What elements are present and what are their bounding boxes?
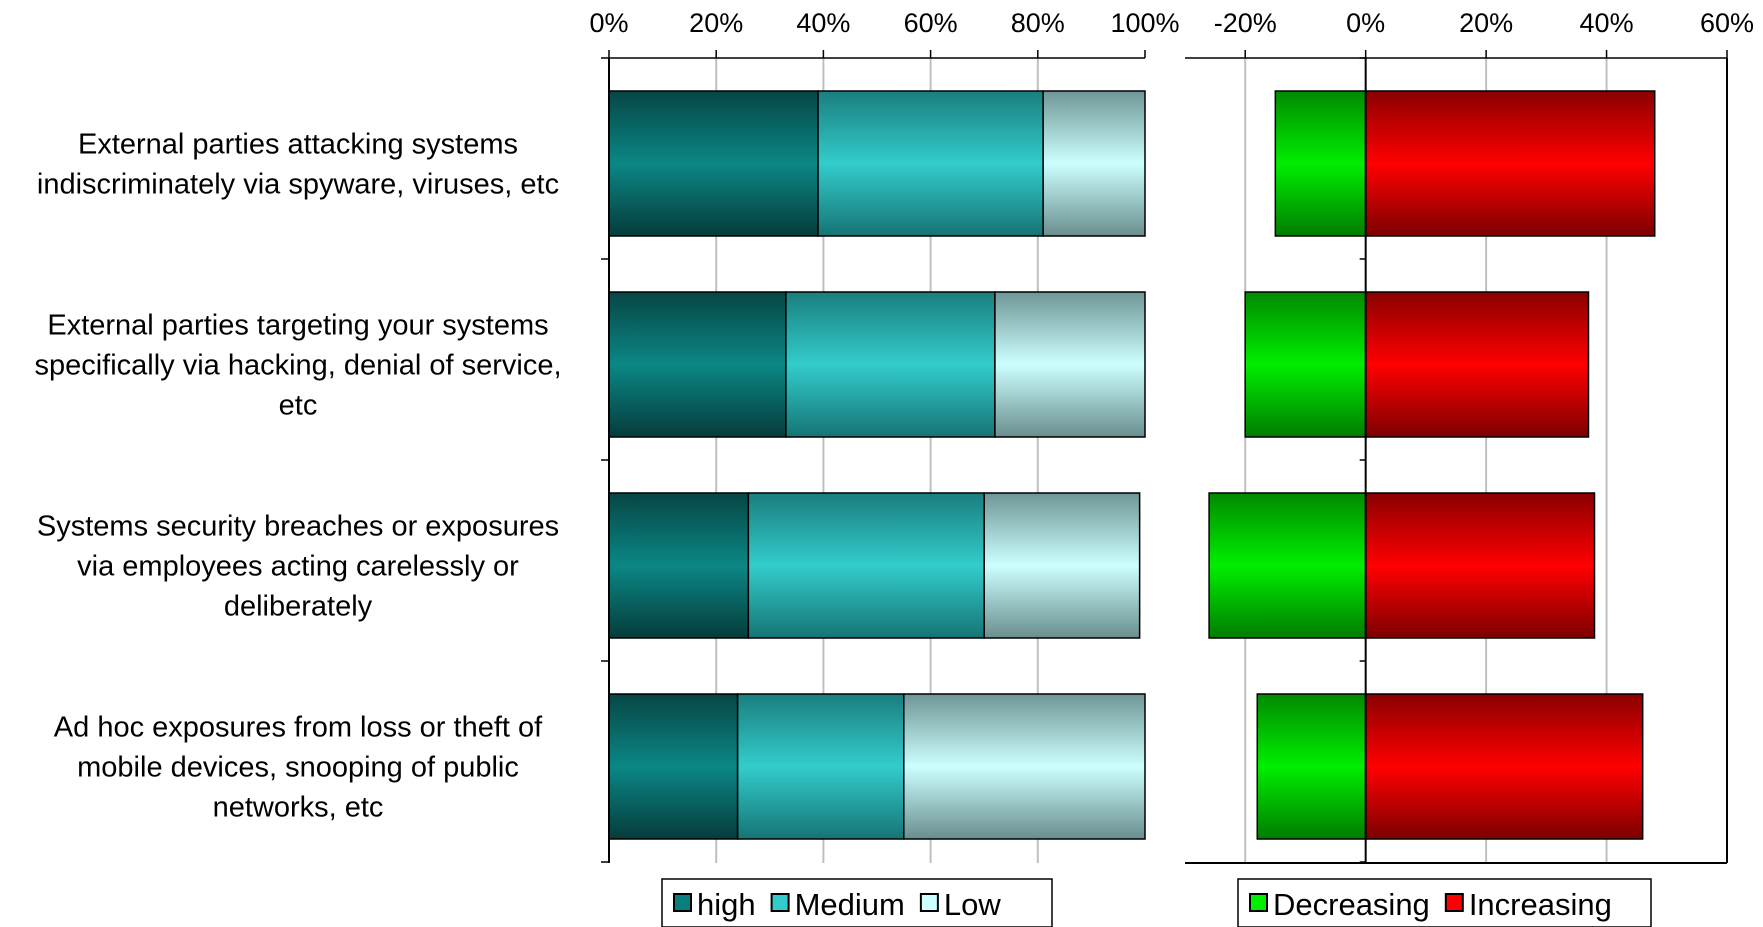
left-x-tick-label: 0% — [589, 8, 628, 38]
legend-label-medium: Medium — [795, 887, 905, 922]
right-x-tick-label: 60% — [1700, 8, 1754, 38]
right-x-tick-label: 20% — [1459, 8, 1513, 38]
legend-swatch-medium — [770, 893, 790, 912]
legend-swatch-low — [919, 893, 939, 912]
bar-high-1 — [608, 90, 819, 237]
labels-layer: 0% 20% 40% 60% 80% 100% External parties attac… — [34, 8, 1754, 824]
category-label-1: indiscriminately via spyware, viruses, e… — [37, 169, 559, 201]
bar-increasing-2 — [1364, 291, 1590, 438]
bar-high-3 — [608, 492, 750, 639]
bar-increasing-4 — [1364, 693, 1644, 840]
axes-layer — [601, 50, 1728, 864]
legend-label-low: Low — [944, 887, 1001, 922]
left-x-tick-label: 80% — [1011, 8, 1065, 38]
right-x-tick-label: 0% — [1346, 8, 1385, 38]
bar-medium-2 — [785, 291, 996, 438]
right-x-tick-label: -20% — [1214, 8, 1277, 38]
bar-increasing-1 — [1364, 90, 1656, 237]
bar-low-4 — [903, 693, 1146, 840]
category-label-2: specifically via hacking, denial of serv… — [34, 350, 561, 382]
bar-decreasing-1 — [1274, 90, 1367, 237]
category-label-2: External parties targeting your systems — [47, 310, 548, 342]
legend-box — [1237, 878, 1652, 927]
left-x-tick-label: 60% — [904, 8, 958, 38]
category-label-4: Ad hoc exposures from loss or theft of — [54, 712, 543, 744]
category-label-3: via employees acting carelessly or — [77, 551, 519, 583]
left-x-tick-label: 40% — [796, 8, 850, 38]
legend-swatch-high — [673, 893, 692, 912]
right-x-tick-label: 40% — [1580, 8, 1634, 38]
bar-increasing-3 — [1364, 492, 1596, 639]
bar-decreasing-3 — [1208, 492, 1367, 639]
category-label-3: deliberately — [224, 591, 373, 623]
bars-layer — [608, 90, 1656, 840]
bar-high-4 — [608, 693, 739, 840]
category-label-2: etc — [279, 390, 318, 422]
bar-low-2 — [994, 291, 1146, 438]
left-x-tick-label: 20% — [689, 8, 743, 38]
legend-layer: high Medium Low Decreasing Increasing — [661, 878, 1652, 927]
bar-low-1 — [1042, 90, 1146, 237]
bar-high-2 — [608, 291, 787, 438]
bar-low-3 — [983, 492, 1141, 639]
category-label-1: External parties attacking systems — [78, 129, 518, 161]
legend-label-decreasing: Decreasing — [1273, 887, 1430, 922]
bar-decreasing-4 — [1256, 693, 1367, 840]
bar-decreasing-2 — [1244, 291, 1367, 438]
legend-label-increasing: Increasing — [1469, 887, 1612, 922]
legend-box — [661, 878, 1053, 927]
bar-medium-4 — [736, 693, 905, 840]
bar-medium-1 — [817, 90, 1044, 237]
category-label-4: networks, etc — [213, 792, 384, 824]
left-x-tick-label: 100% — [1110, 8, 1179, 38]
category-label-3: Systems security breaches or exposures — [37, 511, 559, 543]
legend-label-high: high — [697, 887, 756, 922]
bar-medium-3 — [747, 492, 985, 639]
legend-swatch-increasing — [1444, 893, 1464, 912]
legend-swatch-decreasing — [1249, 893, 1268, 912]
category-label-4: mobile devices, snooping of public — [77, 752, 519, 784]
